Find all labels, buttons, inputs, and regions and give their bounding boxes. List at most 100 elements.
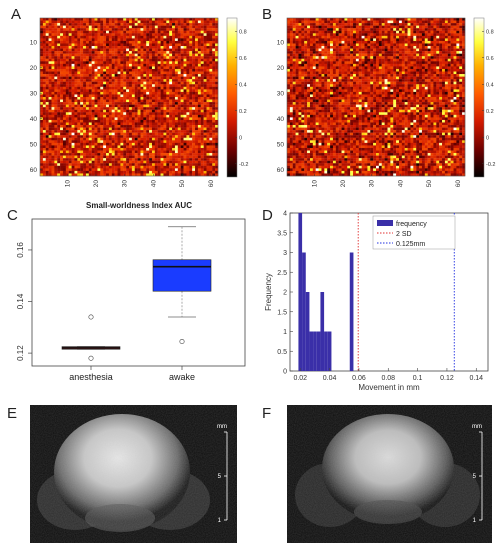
heatmap-cell xyxy=(151,61,155,65)
heatmap-cell xyxy=(180,94,184,98)
heatmap-cell xyxy=(54,89,58,93)
heatmap-cell xyxy=(373,35,377,39)
heatmap-cell xyxy=(387,46,391,49)
heatmap-cell xyxy=(212,91,216,95)
heatmap-cell xyxy=(146,56,150,59)
heatmap-cell xyxy=(77,155,81,159)
heatmap-cell xyxy=(174,23,178,26)
heatmap-cell xyxy=(100,137,104,141)
heatmap-cell xyxy=(169,46,173,49)
heatmap-cell xyxy=(91,97,95,100)
heatmap-cell xyxy=(149,155,153,159)
heatmap-cell xyxy=(146,140,150,144)
heatmap-cell xyxy=(332,23,336,26)
heatmap-cell xyxy=(330,18,334,21)
heatmap-cell xyxy=(203,160,207,164)
heatmap-cell xyxy=(126,25,130,29)
heatmap-cell xyxy=(97,20,101,24)
heatmap-cell xyxy=(100,168,104,172)
heatmap-cell xyxy=(42,63,46,67)
heatmap-cell xyxy=(108,68,112,72)
heatmap-cell xyxy=(209,25,213,29)
heatmap-cell xyxy=(200,43,204,47)
heatmap-cell xyxy=(410,28,414,31)
heatmap-cell xyxy=(215,25,219,29)
heatmap-cell xyxy=(186,74,190,77)
heatmap-cell xyxy=(157,102,161,105)
heatmap-cell xyxy=(407,48,411,52)
heatmap-cell xyxy=(301,53,305,57)
heatmap-cell xyxy=(172,165,176,169)
heatmap-cell xyxy=(77,112,81,115)
heatmap-cell xyxy=(393,28,397,31)
heatmap-cell xyxy=(183,97,187,100)
heatmap-cell xyxy=(163,99,167,103)
heatmap-cell xyxy=(157,43,161,47)
heatmap-cell xyxy=(131,56,135,59)
heatmap-cell xyxy=(151,97,155,100)
heatmap-cell xyxy=(192,79,196,82)
heatmap-cell xyxy=(163,153,167,156)
heatmap-cell xyxy=(51,102,55,105)
heatmap-cell xyxy=(401,30,405,34)
heatmap-cell xyxy=(111,117,115,121)
heatmap-cell xyxy=(195,20,199,24)
heatmap-cell xyxy=(189,46,193,49)
heatmap-cell xyxy=(74,53,78,57)
heatmap-cell xyxy=(51,68,55,72)
heatmap-cell xyxy=(203,137,207,141)
heatmap-cell xyxy=(177,61,181,65)
heatmap-cell xyxy=(94,43,98,47)
heatmap-cell xyxy=(80,48,84,52)
heatmap-cell xyxy=(427,40,431,44)
heatmap-cell xyxy=(143,117,147,121)
heatmap-cell xyxy=(77,97,81,100)
heatmap-cell xyxy=(212,135,216,138)
heatmap-cell xyxy=(186,160,190,164)
heatmap-cell xyxy=(114,97,118,100)
heatmap-cell xyxy=(370,56,374,59)
heatmap-cell xyxy=(140,28,144,31)
heatmap-cell xyxy=(108,30,112,34)
heatmap-cell xyxy=(398,20,402,24)
heatmap-cell xyxy=(183,63,187,67)
heatmap-cell xyxy=(123,122,127,126)
heatmap-cell xyxy=(160,89,164,93)
heatmap-cell xyxy=(436,35,440,39)
heatmap-cell xyxy=(419,35,423,39)
heatmap-cell xyxy=(120,71,124,75)
heatmap-cell xyxy=(358,23,362,26)
heatmap-cell xyxy=(129,89,133,93)
heatmap-cell xyxy=(172,51,176,54)
heatmap-cell xyxy=(134,84,138,87)
heatmap-cell xyxy=(215,18,219,21)
heatmap-cell xyxy=(376,56,380,59)
heatmap-cell xyxy=(212,170,216,174)
heatmap-cell xyxy=(91,25,95,29)
heatmap-cell xyxy=(287,48,291,52)
heatmap-cell xyxy=(51,94,55,98)
heatmap-cell xyxy=(166,168,170,172)
heatmap-cell xyxy=(134,132,138,136)
heatmap-cell xyxy=(421,48,425,52)
heatmap-cell xyxy=(83,114,87,118)
heatmap-cell xyxy=(172,127,176,131)
heatmap-cell xyxy=(404,38,408,42)
heatmap-cell xyxy=(120,127,124,131)
heatmap-cell xyxy=(298,23,302,26)
heatmap-cell xyxy=(123,86,127,90)
heatmap-cell xyxy=(183,56,187,59)
heatmap-cell xyxy=(436,25,440,29)
heatmap-cell xyxy=(68,91,72,95)
heatmap-cell xyxy=(163,165,167,169)
heatmap-cell xyxy=(117,125,121,128)
heatmap-cell xyxy=(149,40,153,44)
heatmap-cell xyxy=(203,117,207,121)
heatmap-cell xyxy=(163,84,167,87)
heatmap-cell xyxy=(108,150,112,154)
heatmap-cell xyxy=(91,51,95,54)
heatmap-x-tick-label: 10 xyxy=(64,180,71,188)
heatmap-cell xyxy=(85,18,89,21)
heatmap-cell xyxy=(40,25,44,29)
heatmap-cell xyxy=(192,112,196,115)
